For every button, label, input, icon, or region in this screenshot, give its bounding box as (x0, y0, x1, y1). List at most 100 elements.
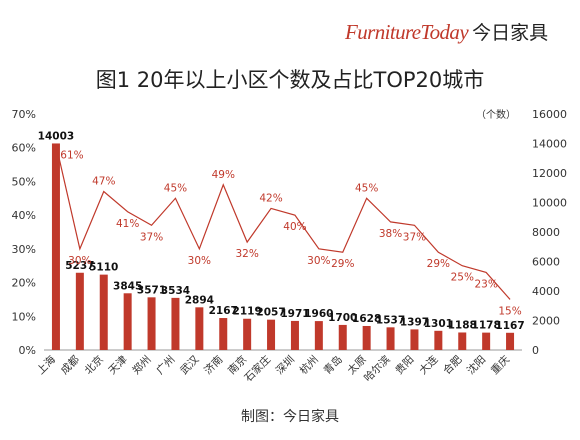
x-tick-label: 郑州 (130, 353, 154, 377)
x-tick-label: 大连 (416, 353, 440, 377)
x-tick-label: 贵阳 (393, 353, 417, 377)
percent-data-label: 49% (212, 169, 235, 181)
percent-data-label: 47% (92, 176, 115, 188)
y-left-tick-label: 50% (12, 175, 36, 188)
x-tick-label: 北京 (82, 353, 106, 377)
x-tick-label: 石家庄 (242, 353, 273, 384)
bar (147, 297, 156, 350)
bar-value-label: 3571 (137, 284, 166, 296)
y-left-tick-label: 20% (12, 277, 36, 290)
bar (362, 325, 371, 350)
percent-data-label: 45% (164, 182, 187, 194)
x-tick-label: 青岛 (321, 353, 345, 377)
bar (195, 307, 204, 350)
percent-data-label: 29% (427, 258, 450, 270)
bar-value-label: 1188 (448, 319, 477, 331)
percent-data-label: 23% (474, 278, 497, 290)
x-tick-label: 广州 (154, 354, 177, 377)
bar-value-label: 3534 (161, 285, 190, 297)
x-tick-label: 哈尔滨 (361, 353, 393, 385)
bar (99, 274, 108, 350)
y-right-tick-label: 10000 (532, 197, 567, 210)
percent-data-label: 15% (498, 305, 521, 317)
bar-value-label: 2119 (233, 306, 262, 318)
bar-value-label: 2894 (185, 294, 214, 306)
bar-value-label: 3845 (113, 280, 142, 292)
bar (75, 272, 84, 350)
x-tick-label: 沈阳 (464, 353, 488, 377)
bar-value-label: 2167 (209, 305, 238, 317)
y-right-tick-label: 8000 (532, 226, 560, 239)
x-tick-label: 上海 (34, 353, 58, 377)
brand-logo: FurnitureToday 今日家具 (345, 18, 548, 44)
percent-data-label: 30% (188, 255, 211, 267)
x-tick-label: 成都 (59, 353, 83, 377)
brand-cn-name: 今日家具 (472, 22, 549, 44)
bar-value-label: 1167 (495, 320, 524, 332)
y-right-tick-label: 14000 (532, 138, 567, 151)
bar (123, 293, 132, 350)
x-tick-label: 合肥 (440, 353, 464, 377)
x-tick-label: 天津 (106, 353, 130, 377)
y-right-tick-label: 16000 (532, 108, 567, 121)
x-tick-label: 济南 (201, 353, 225, 377)
y-right-tick-label: 2000 (532, 315, 560, 328)
percent-data-label: 37% (140, 231, 163, 243)
bar (338, 324, 347, 350)
percent-data-label: 29% (331, 258, 354, 270)
bar (267, 319, 276, 350)
percent-data-label: 38% (379, 228, 402, 240)
bar-value-label: 1971 (280, 308, 309, 320)
y-right-tick-label: 12000 (532, 167, 567, 180)
bar-value-label: 1178 (472, 320, 501, 332)
percent-data-label: 40% (283, 221, 306, 233)
percent-data-label: 32% (235, 248, 258, 260)
bar (434, 330, 443, 350)
bar-value-label: 5110 (89, 262, 118, 274)
y-right-tick-label: 6000 (532, 256, 560, 269)
y-left-tick-label: 40% (12, 209, 36, 222)
bar-value-label: 2057 (256, 307, 285, 319)
bar (458, 332, 467, 350)
percent-data-label: 42% (259, 192, 282, 204)
percent-data-label: 45% (355, 182, 378, 194)
bar-value-label: 1397 (400, 316, 429, 328)
percent-data-label: 25% (451, 272, 474, 284)
bar (219, 318, 228, 350)
y-left-tick-label: 30% (12, 243, 36, 256)
bar (243, 318, 252, 350)
bar-value-label: 1960 (304, 308, 333, 320)
percent-line (55, 144, 511, 300)
bar-value-label: 14003 (38, 130, 75, 142)
bar (314, 321, 323, 350)
bar-value-label: 1301 (424, 318, 453, 330)
y-left-tick-label: 0% (19, 344, 36, 357)
y-left-tick-label: 70% (12, 108, 36, 121)
percent-data-label: 30% (307, 255, 330, 267)
y-right-tick-label: 0 (532, 344, 539, 357)
bar-value-label: 1628 (352, 313, 381, 325)
bar (410, 329, 419, 350)
y-left-tick-label: 10% (12, 310, 36, 323)
x-tick-label: 杭州 (297, 353, 321, 377)
y-right-tick-label: 4000 (532, 285, 560, 298)
x-tick-label: 武汉 (177, 353, 201, 377)
bar (171, 297, 180, 350)
percent-data-label: 37% (403, 231, 426, 243)
x-tick-label: 重庆 (488, 353, 512, 377)
bar (506, 332, 515, 350)
percent-data-label: 41% (116, 218, 139, 230)
bar-value-label: 5237 (65, 260, 94, 272)
chart-credit: 制图：今日家具 (241, 409, 339, 425)
y-left-tick-label: 60% (12, 142, 36, 155)
bar (290, 320, 299, 350)
bar-value-label: 1537 (376, 314, 405, 326)
percent-data-label: 61% (60, 149, 83, 161)
percent-data-label: 30% (68, 255, 91, 267)
bar (51, 143, 60, 350)
y-right-axis-label: （个数） (476, 108, 516, 121)
bar (386, 327, 395, 350)
chart-title: 图1 20年以上小区个数及占比TOP20城市 (95, 68, 485, 92)
bar-value-label: 1700 (328, 312, 357, 324)
